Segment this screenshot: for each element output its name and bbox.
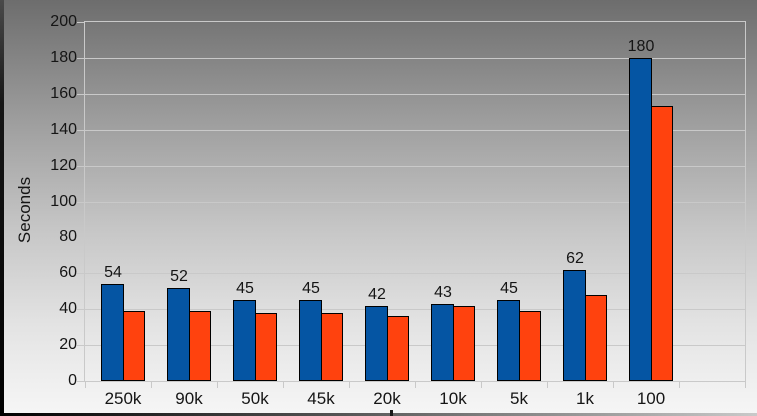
x-tick-label-1k: 1k [576,389,594,408]
bar-orange-100 [651,106,673,381]
y-tick-label: 100 [50,193,77,210]
y-axis-tick [77,22,85,23]
plot-area: 0 20 40 60 80 100 120 140 160 180 200 54 250k 52 90k 45… [50,13,746,416]
y-axis-title: Seconds [15,176,34,244]
y-axis-tick [77,58,85,59]
y-tick-label: 60 [59,264,77,281]
bar-blue-100 [629,58,652,381]
bar-blue-250k [101,284,124,381]
bar-orange-45k [321,313,343,381]
bar-blue-10k [431,304,454,381]
y-axis-tick [77,202,85,203]
y-axis-tick [77,166,85,167]
gridline-60 [85,273,745,274]
gridline-80 [85,237,745,238]
y-tick-label: 140 [50,121,77,138]
x-axis-tick [283,382,284,388]
x-axis-tick [613,382,614,388]
y-axis-tick [77,273,85,274]
y-tick-label: 180 [50,49,77,66]
data-label-10k: 43 [434,284,452,301]
y-tick-label: 20 [59,336,77,353]
x-tick-label-20k: 20k [373,389,401,408]
gridline-180 [85,58,745,59]
bar-orange-1k [585,295,607,381]
bottom-frame-edge [0,413,757,416]
x-tick-label-45k: 45k [307,389,335,408]
y-axis-tick [77,345,85,346]
x-tick-label-10k: 10k [439,389,467,408]
y-axis-tick [77,237,85,238]
x-tick-label-5k: 5k [510,389,528,408]
left-frame-edge [0,0,4,416]
bar-orange-5k [519,311,541,381]
bar-orange-20k [387,316,409,381]
x-tick-label-250k: 250k [104,389,142,408]
cut-off-x-axis-title [390,410,393,416]
data-label-90k: 52 [170,268,188,285]
bar-blue-1k [563,270,586,381]
gridline-100 [85,202,745,203]
data-label-250k: 54 [104,264,122,281]
data-label-45k: 45 [302,280,320,297]
bar-blue-50k [233,300,256,381]
x-axis-tick [217,382,218,388]
data-label-100: 180 [627,38,655,55]
x-axis-tick [415,382,416,388]
gridline-160 [85,94,745,95]
x-axis-tick [679,382,680,388]
x-axis-tick [349,382,350,388]
y-axis-tick [77,130,85,131]
bar-orange-10k [453,306,475,381]
x-tick-label-50k: 50k [241,389,269,408]
gridline-120 [85,166,745,167]
gridline-140 [85,130,745,131]
y-axis-tick [77,381,85,382]
data-label-20k: 42 [368,286,386,303]
x-axis-tick [481,382,482,388]
bar-orange-250k [123,311,145,381]
x-axis-tick [151,382,152,388]
x-axis-tick [547,382,548,388]
x-axis-tick [85,382,86,388]
y-tick-label: 120 [50,157,77,174]
data-label-50k: 45 [236,280,254,297]
data-label-1k: 62 [566,250,584,267]
bar-blue-90k [167,288,190,381]
gridline-20 [85,345,745,346]
bar-blue-5k [497,300,520,381]
data-label-5k: 45 [500,280,518,297]
bar-orange-90k [189,311,211,381]
bar-blue-45k [299,300,322,381]
bar-blue-20k [365,306,388,381]
x-axis-tick [745,382,746,388]
y-axis-tick [77,309,85,310]
x-tick-label-100: 100 [636,389,666,408]
y-tick-label: 80 [59,228,77,245]
x-tick-label-90k: 90k [175,389,203,408]
gridline-40 [85,309,745,310]
y-tick-label: 0 [68,372,77,389]
y-tick-label: 40 [59,300,77,317]
y-axis-tick [77,94,85,95]
y-tick-label: 200 [50,13,77,30]
y-tick-label: 160 [50,85,77,102]
bar-orange-50k [255,313,277,381]
